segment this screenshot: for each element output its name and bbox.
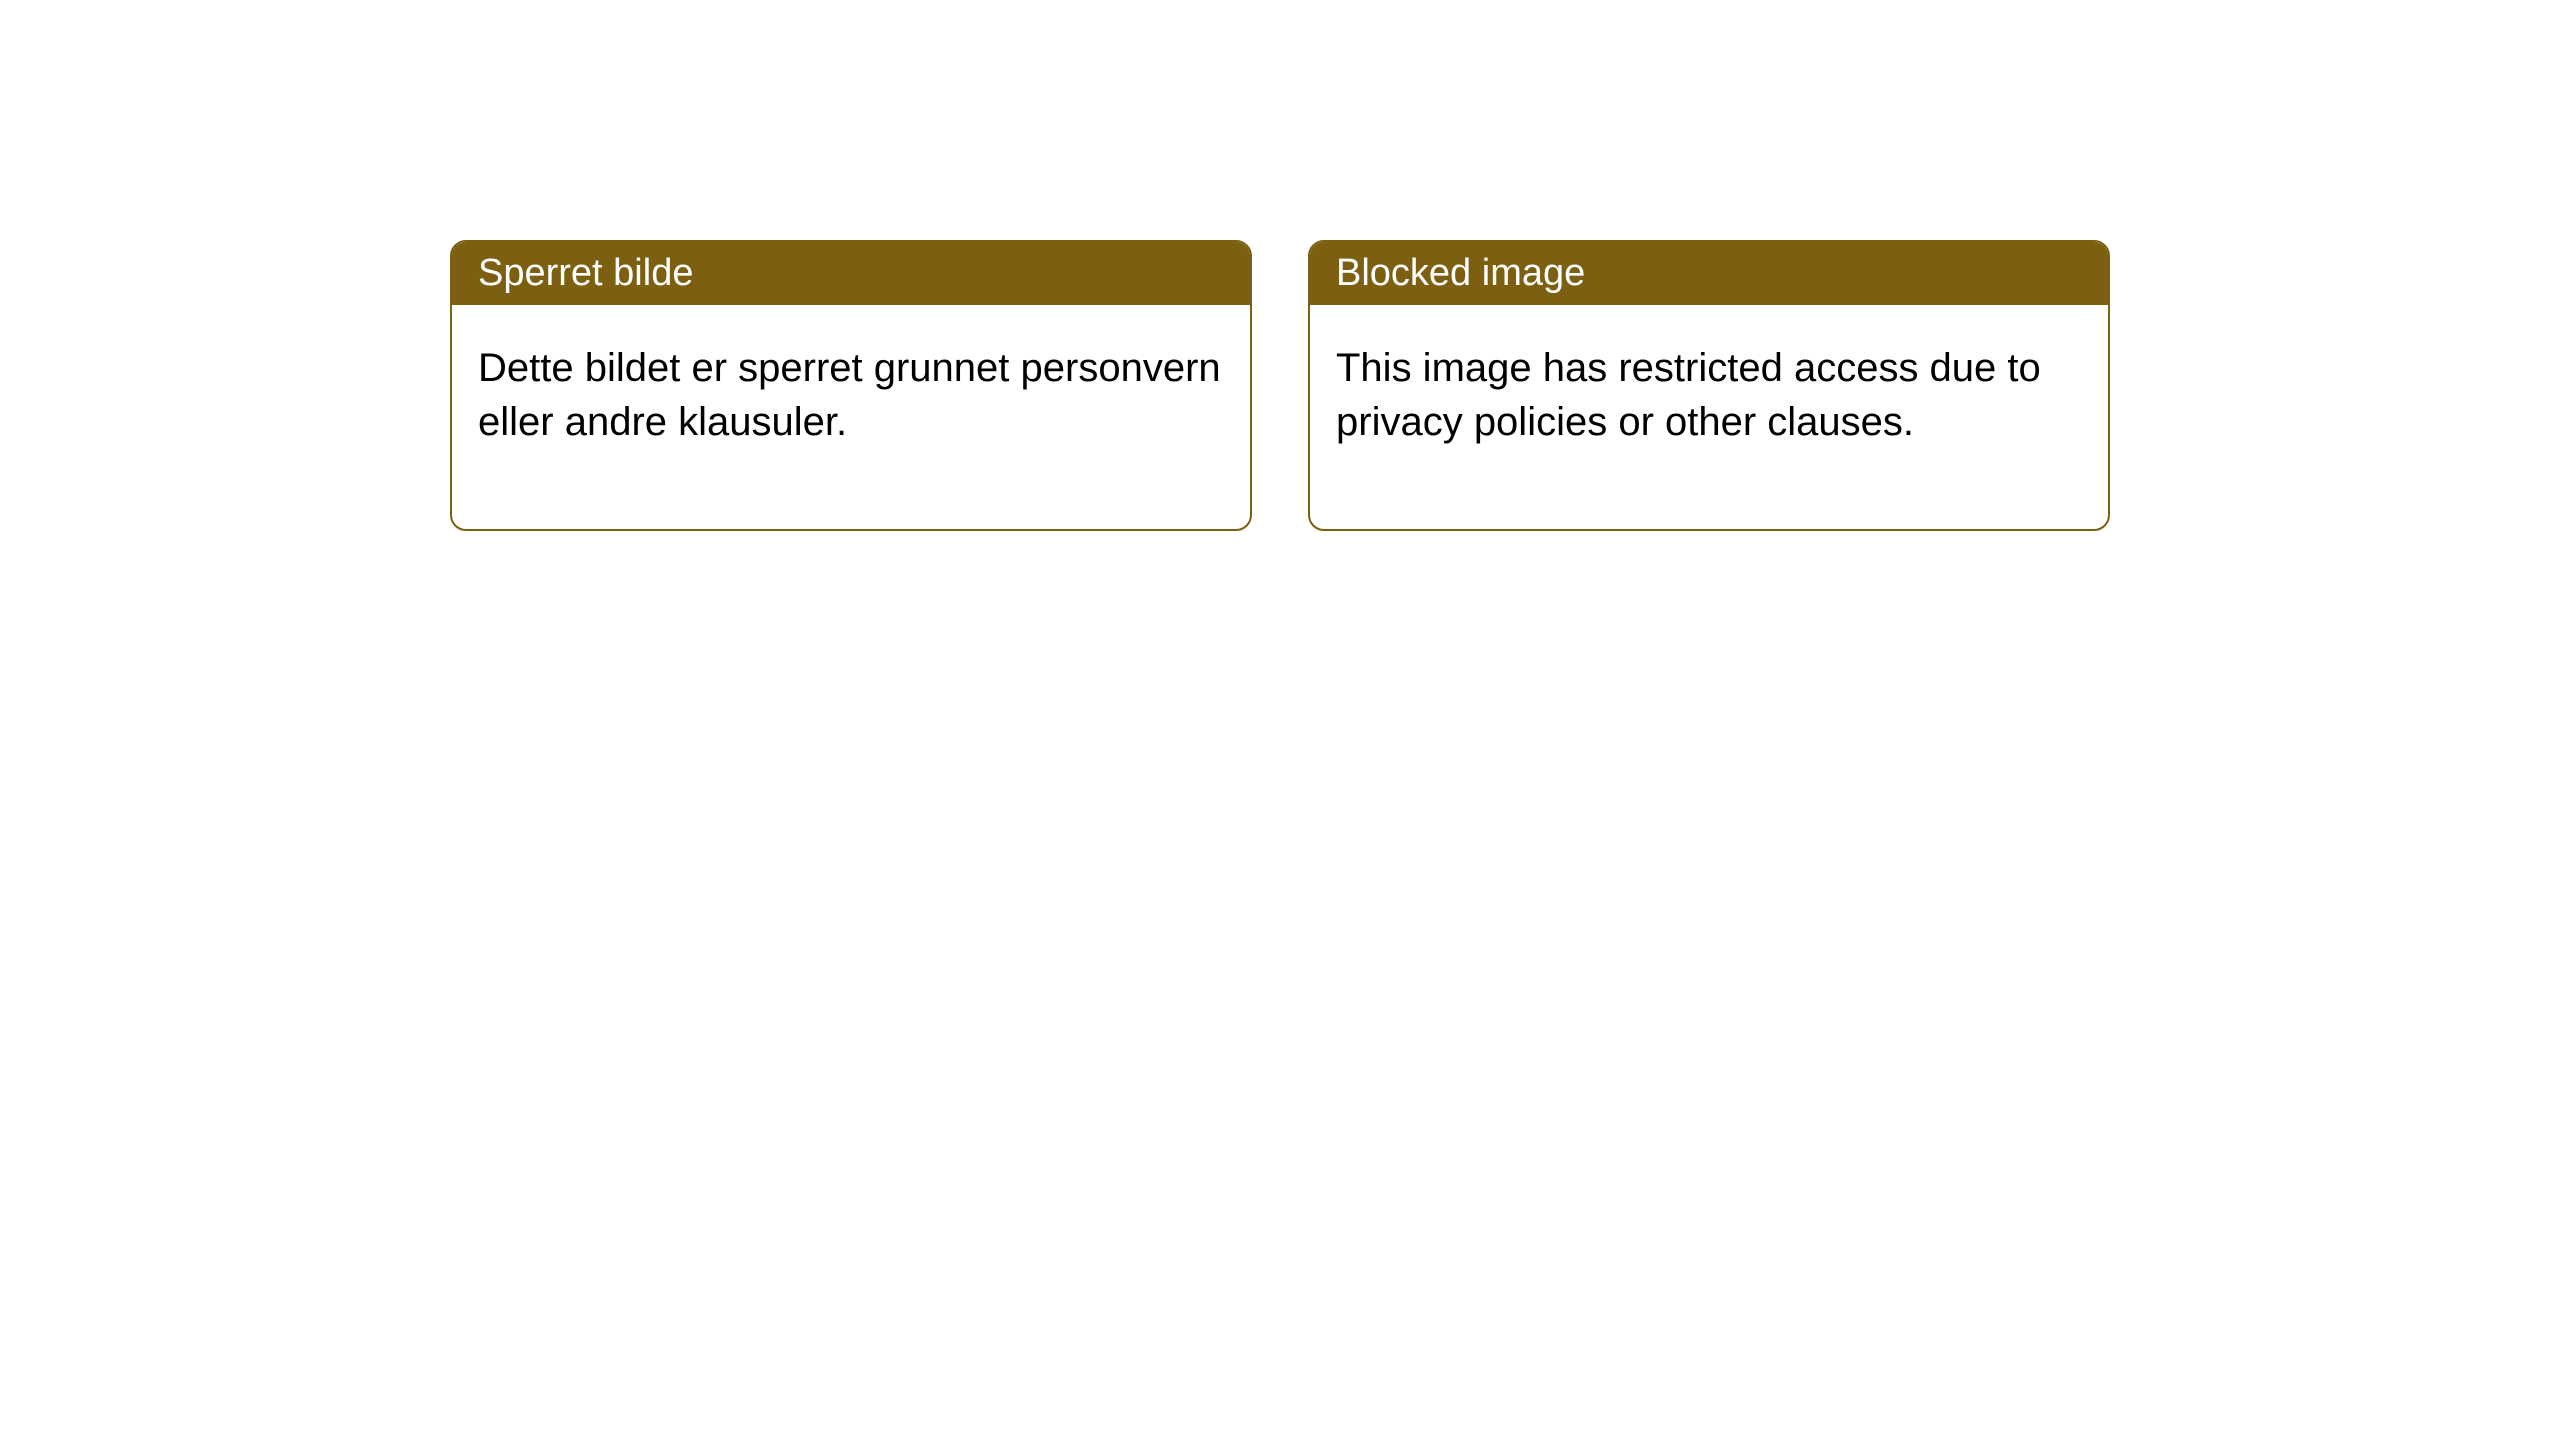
card-header-en: Blocked image xyxy=(1310,242,2108,305)
card-header-no: Sperret bilde xyxy=(452,242,1250,305)
card-body-no: Dette bildet er sperret grunnet personve… xyxy=(452,305,1250,529)
blocked-image-card-en: Blocked image This image has restricted … xyxy=(1308,240,2110,531)
blocked-image-cards: Sperret bilde Dette bildet er sperret gr… xyxy=(450,240,2110,531)
blocked-image-card-no: Sperret bilde Dette bildet er sperret gr… xyxy=(450,240,1252,531)
card-body-en: This image has restricted access due to … xyxy=(1310,305,2108,529)
